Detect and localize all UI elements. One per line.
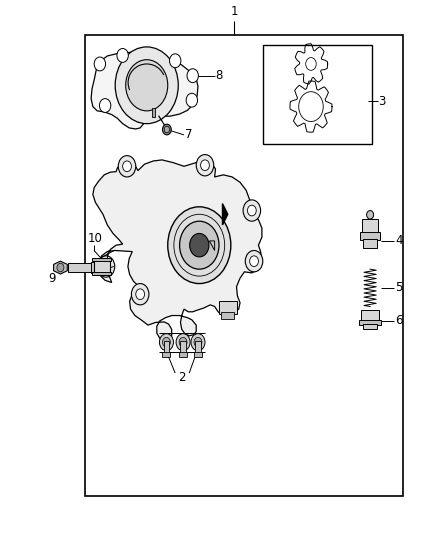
Circle shape bbox=[57, 263, 64, 272]
Polygon shape bbox=[91, 52, 198, 129]
Bar bbox=[360, 232, 380, 240]
Circle shape bbox=[201, 160, 209, 171]
Circle shape bbox=[168, 207, 231, 284]
Bar bbox=[194, 352, 202, 357]
Polygon shape bbox=[53, 261, 67, 274]
Text: 3: 3 bbox=[378, 95, 385, 108]
Circle shape bbox=[180, 221, 219, 269]
Bar bbox=[195, 341, 201, 353]
Bar bbox=[164, 341, 169, 353]
Text: 7: 7 bbox=[185, 128, 192, 141]
Circle shape bbox=[302, 96, 320, 117]
Bar bbox=[94, 260, 110, 273]
Text: 4: 4 bbox=[395, 235, 403, 247]
Circle shape bbox=[243, 200, 261, 221]
Bar bbox=[91, 262, 101, 273]
Circle shape bbox=[159, 334, 173, 351]
Circle shape bbox=[99, 99, 111, 112]
Text: 10: 10 bbox=[88, 232, 103, 245]
Bar bbox=[363, 239, 377, 248]
Circle shape bbox=[247, 205, 256, 216]
Circle shape bbox=[162, 124, 171, 135]
Text: 5: 5 bbox=[395, 281, 403, 294]
Circle shape bbox=[191, 334, 205, 351]
Bar bbox=[219, 301, 237, 314]
Circle shape bbox=[245, 251, 263, 272]
Bar bbox=[180, 341, 186, 353]
Circle shape bbox=[176, 334, 190, 351]
Bar bbox=[363, 324, 377, 329]
Circle shape bbox=[126, 60, 168, 111]
Polygon shape bbox=[93, 160, 262, 341]
Circle shape bbox=[118, 156, 136, 177]
Bar bbox=[162, 352, 170, 357]
Bar bbox=[92, 258, 111, 261]
Text: 2: 2 bbox=[178, 371, 186, 384]
Circle shape bbox=[179, 337, 187, 347]
Bar bbox=[152, 108, 155, 117]
Circle shape bbox=[136, 289, 145, 300]
Circle shape bbox=[306, 58, 316, 70]
Circle shape bbox=[194, 337, 202, 347]
Bar bbox=[362, 219, 378, 233]
Circle shape bbox=[170, 54, 181, 68]
Text: 1: 1 bbox=[230, 5, 238, 18]
Text: 6: 6 bbox=[395, 314, 403, 327]
Text: 8: 8 bbox=[215, 69, 223, 82]
Circle shape bbox=[117, 49, 128, 62]
Circle shape bbox=[250, 256, 258, 266]
Bar bbox=[361, 310, 379, 321]
Circle shape bbox=[186, 93, 198, 107]
Circle shape bbox=[299, 92, 323, 122]
Bar bbox=[263, 45, 372, 144]
Text: 9: 9 bbox=[48, 272, 56, 285]
Circle shape bbox=[115, 47, 178, 124]
Circle shape bbox=[162, 337, 170, 347]
Circle shape bbox=[367, 211, 374, 219]
Circle shape bbox=[131, 284, 149, 305]
Bar bbox=[359, 320, 381, 325]
Polygon shape bbox=[223, 204, 228, 225]
Bar bbox=[68, 263, 92, 272]
Circle shape bbox=[164, 126, 170, 133]
Bar bbox=[85, 35, 403, 496]
Circle shape bbox=[94, 57, 106, 71]
Bar bbox=[221, 312, 234, 319]
Bar bbox=[92, 272, 111, 275]
Circle shape bbox=[97, 256, 115, 277]
Circle shape bbox=[102, 261, 110, 272]
Bar bbox=[179, 352, 187, 357]
Circle shape bbox=[190, 233, 209, 257]
Circle shape bbox=[187, 69, 198, 83]
Circle shape bbox=[123, 161, 131, 172]
Circle shape bbox=[196, 155, 214, 176]
